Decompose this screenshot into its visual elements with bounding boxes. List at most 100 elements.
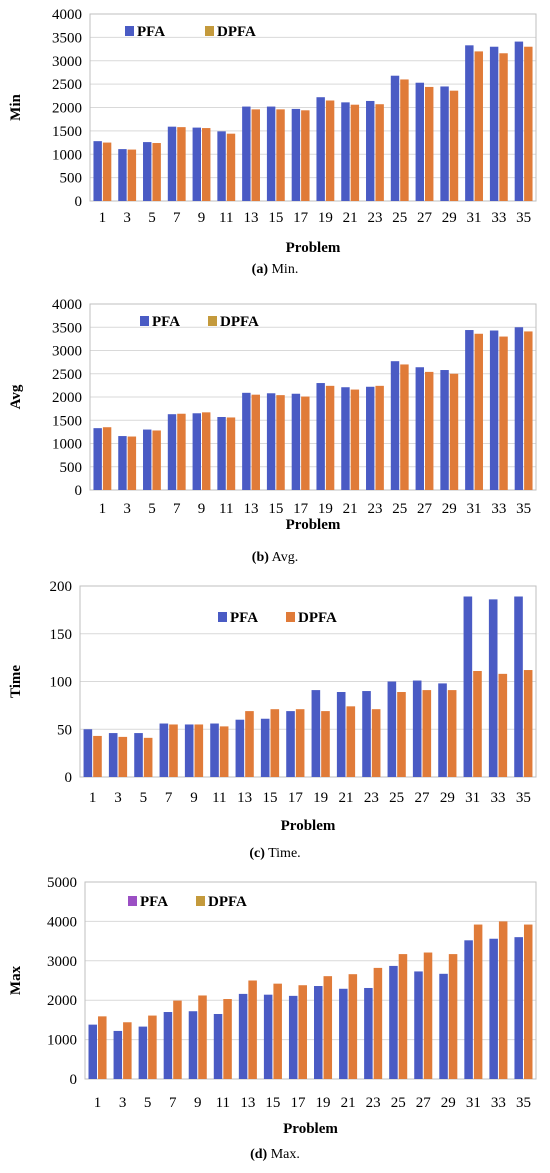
bar-pfa-35	[514, 327, 524, 490]
x-tick-label: 11	[219, 501, 233, 517]
x-tick-label: 9	[190, 790, 198, 806]
bar-dpfa-27	[425, 86, 434, 201]
x-tick-label: 7	[169, 1095, 177, 1111]
legend-swatch-dpfa	[208, 316, 217, 326]
x-tick-label: 23	[367, 210, 382, 226]
bar-pfa-35	[514, 937, 523, 1079]
bar-pfa-1	[93, 141, 102, 201]
y-tick-label: 3500	[52, 30, 82, 46]
legend-swatch-pfa	[218, 612, 227, 622]
bar-pfa-19	[316, 97, 325, 201]
x-tick-label: 1	[99, 501, 107, 517]
x-tick-label: 15	[265, 1095, 280, 1111]
bar-dpfa-27	[422, 690, 432, 777]
bar-dpfa-3	[127, 149, 137, 201]
bar-pfa-1	[88, 1024, 98, 1079]
x-tick-label: 3	[123, 501, 131, 517]
plot-frame	[79, 585, 537, 778]
bar-dpfa-31	[473, 924, 483, 1079]
y-tick-label: 50	[57, 722, 72, 738]
legend-swatch-dpfa	[205, 26, 214, 36]
x-tick-label: 9	[198, 501, 206, 517]
x-axis-title: Problem	[286, 240, 341, 256]
y-tick-label: 0	[70, 1072, 78, 1088]
bar-pfa-31	[463, 596, 473, 777]
x-tick-label: 29	[442, 501, 457, 517]
y-tick-label: 3000	[47, 954, 77, 970]
bar-pfa-29	[439, 973, 448, 1079]
legend-label-pfa: PFA	[152, 314, 180, 330]
legend-label-dpfa: DPFA	[298, 610, 337, 626]
x-tick-label: 33	[491, 790, 506, 806]
legend-label-dpfa: DPFA	[208, 894, 247, 910]
bar-pfa-23	[366, 386, 375, 490]
bar-pfa-19	[311, 690, 321, 777]
bar-dpfa-17	[298, 985, 307, 1079]
bar-pfa-11	[213, 1013, 223, 1079]
x-tick-label: 23	[367, 501, 382, 517]
bar-dpfa-29	[449, 373, 459, 490]
x-tick-label: 21	[341, 1095, 356, 1111]
bar-pfa-9	[192, 413, 201, 490]
chart-panel-max: 0 1000 2000 3000 4000 5000 1 3 5 7 9 11 13 15 17 19 21 23…	[0, 870, 550, 1173]
bar-dpfa-35	[523, 924, 533, 1079]
caption-avg: (b) Avg.	[251, 550, 299, 565]
legend-swatch-dpfa	[196, 896, 205, 906]
x-tick-label: 1	[89, 790, 97, 806]
bar-dpfa-15	[276, 109, 285, 201]
bar-dpfa-19	[325, 385, 335, 490]
chart-panel-time: 0 50 100 150 200 1 3 5 7 9 11 13 15 17 19 21 23 25 27 29 31 3…	[0, 574, 550, 870]
bar-dpfa-33	[499, 53, 508, 201]
bar-pfa-3	[108, 733, 118, 777]
bar-pfa-31	[465, 45, 474, 202]
x-tick-label: 7	[173, 501, 181, 517]
bar-dpfa-9	[202, 412, 211, 490]
plot-frame	[84, 881, 537, 1080]
x-tick-label: 35	[516, 790, 531, 806]
x-tick-label: 33	[491, 501, 506, 517]
x-tick-label: 21	[343, 501, 358, 517]
y-tick-label: 200	[50, 579, 73, 595]
x-tick-label: 19	[313, 790, 328, 806]
plot-frame	[89, 13, 537, 202]
bar-pfa-13	[242, 392, 251, 490]
bar-dpfa-17	[295, 709, 305, 777]
bar-dpfa-29	[449, 90, 459, 201]
bar-dpfa-25	[398, 954, 408, 1079]
bar-pfa-15	[260, 718, 270, 777]
bar-pfa-7	[163, 1012, 173, 1079]
y-axis-title: Min	[8, 94, 24, 121]
y-tick-label: 150	[50, 627, 73, 643]
bar-pfa-29	[440, 370, 449, 490]
bar-dpfa-13	[251, 394, 260, 490]
x-tick-label: 15	[268, 210, 283, 226]
bar-dpfa-11	[226, 133, 236, 201]
x-tick-label: 5	[148, 210, 156, 226]
x-tick-label: 13	[240, 1095, 255, 1111]
x-tick-label: 31	[467, 210, 482, 226]
x-tick-label: 25	[391, 1095, 406, 1111]
bar-pfa-7	[167, 126, 177, 201]
legend-label-pfa: PFA	[140, 894, 168, 910]
y-tick-label: 1000	[47, 1033, 77, 1049]
x-tick-label: 3	[119, 1095, 127, 1111]
legend: PFA DPFA	[218, 610, 337, 626]
bar-pfa-21	[341, 387, 350, 490]
caption-min: (a) Min.	[251, 262, 299, 277]
bar-dpfa-25	[397, 692, 406, 777]
bar-pfa-3	[118, 436, 127, 490]
bar-pfa-21	[339, 988, 348, 1079]
bar-dpfa-3	[118, 736, 128, 777]
bar-pfa-11	[217, 416, 226, 490]
bar-pfa-9	[192, 127, 201, 201]
y-tick-label: 4000	[47, 914, 77, 930]
bar-dpfa-31	[474, 51, 483, 202]
bars	[83, 596, 533, 777]
x-tick-label: 5	[148, 501, 156, 517]
legend-swatch-pfa	[128, 896, 137, 906]
bar-dpfa-27	[425, 371, 434, 490]
bar-dpfa-25	[400, 364, 409, 490]
